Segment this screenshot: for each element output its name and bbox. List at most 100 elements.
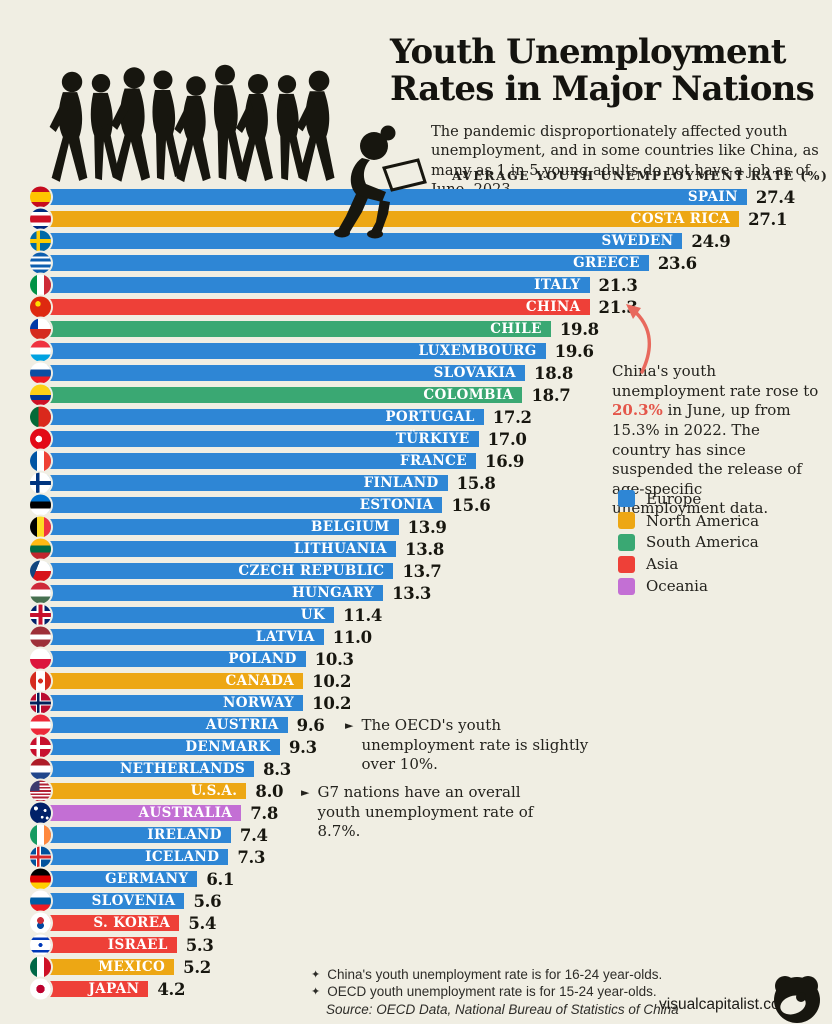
bar-value: 9.6 [296, 715, 325, 735]
china-flag-icon [30, 296, 51, 318]
bar-row-lithuania: LITHUANIA 13.8 [0, 538, 832, 560]
oecd-annotation: ► The OECD's youth unemployment rate is … [345, 716, 597, 775]
axis-title-row: AVERAGE YOUTH UNEMPLOYMENT RATE (%) [452, 168, 832, 183]
legend-item-asia: Asia [618, 553, 759, 575]
bar-latvia: LATVIA [40, 629, 324, 645]
star-bullet-icon: ✦ [311, 985, 321, 998]
legend: Europe North America South America Asia Ocea… [618, 488, 759, 597]
legend-swatch-icon [618, 555, 635, 573]
bar-value: 16.9 [485, 451, 525, 471]
bar-row-france: FRANCE 16.9 [0, 450, 832, 472]
germany-flag-icon [30, 868, 51, 890]
bar-value: 17.0 [487, 429, 527, 449]
bar-row-japan: JAPAN 4.2 [0, 978, 832, 1000]
iceland-flag-icon [30, 846, 51, 868]
footnote-china-text: China's youth unemployment rate is for 1… [327, 967, 663, 982]
bar-label: ISRAEL [107, 937, 168, 953]
bar-label: ICELAND [145, 849, 220, 865]
bar-row-u-s-a: U.S.A. 8.0 [0, 780, 832, 802]
legend-label: Oceania [646, 577, 708, 596]
footnote-oecd-text: OECD youth unemployment rate is for 15-2… [327, 984, 657, 999]
bar-row-germany: GERMANY 6.1 [0, 868, 832, 890]
title-line-2: Rates in Major Nations [390, 69, 815, 110]
bar-value: 6.1 [206, 869, 235, 889]
norway-flag-icon [30, 692, 51, 714]
footnote-oecd: ✦ OECD youth unemployment rate is for 15… [311, 983, 679, 1000]
bar-row-estonia: ESTONIA 15.6 [0, 494, 832, 516]
bar-czech-republic: CZECH REPUBLIC [40, 563, 394, 579]
bar-label: JAPAN [88, 981, 140, 997]
slovakia-flag-icon [30, 362, 51, 384]
bar-norway: NORWAY [40, 695, 304, 711]
poland-flag-icon [30, 648, 51, 670]
bar-estonia: ESTONIA [40, 497, 443, 513]
page-title: Youth Unemployment Rates in Major Nation… [390, 32, 815, 110]
czech-republic-flag-icon [30, 560, 51, 582]
bar-chart: SPAIN 27.4 COSTA RICA 27.1 SWEDEN 24.9 GREECE 2… [0, 186, 832, 1000]
estonia-flag-icon [30, 494, 51, 516]
bar-poland: POLAND [40, 651, 306, 667]
bar-value: 5.3 [185, 935, 214, 955]
bar-value: 19.6 [554, 341, 594, 361]
bar-france: FRANCE [40, 453, 477, 469]
s-korea-flag-icon [30, 912, 51, 934]
bar-label: COSTA RICA [630, 211, 731, 227]
bar-netherlands: NETHERLANDS [40, 761, 255, 777]
bar-label: AUSTRIA [205, 717, 279, 733]
china-annotation-text-2: in June, up from 15.3% in 2022. The coun… [612, 401, 802, 518]
bar-label: GERMANY [105, 871, 189, 887]
bar-japan: JAPAN [40, 981, 149, 997]
u-s-a-flag-icon [30, 780, 51, 802]
bar-label: U.S.A. [190, 783, 238, 799]
mexico-flag-icon [30, 956, 51, 978]
bar-value: 10.3 [314, 649, 354, 669]
bar-row-uk: UK 11.4 [0, 604, 832, 626]
bar-value: 27.4 [755, 187, 795, 207]
bar-label: NETHERLANDS [120, 761, 246, 777]
bar-row-italy: ITALY 21.3 [0, 274, 832, 296]
title-line-1: Youth Unemployment [390, 32, 787, 72]
bar-label: BELGIUM [311, 519, 390, 535]
bar-row-israel: ISRAEL 5.3 [0, 934, 832, 956]
bar-label: TÜRKIYE [395, 431, 470, 447]
bar-slovakia: SLOVAKIA [40, 365, 526, 381]
bar-label: POLAND [228, 651, 297, 667]
legend-item-south-america: South America [618, 532, 759, 554]
bar-row-sweden: SWEDEN 24.9 [0, 230, 832, 252]
chile-flag-icon [30, 318, 51, 340]
japan-flag-icon [30, 978, 51, 1000]
bar-label: CANADA [225, 673, 295, 689]
bar-costa-rica: COSTA RICA [40, 211, 740, 227]
bar-value: 18.7 [531, 385, 571, 405]
bar-luxembourg: LUXEMBOURG [40, 343, 546, 359]
bar-value: 7.4 [239, 825, 268, 845]
bar-iceland: ICELAND [40, 849, 229, 865]
bar-value: 19.8 [559, 319, 599, 339]
legend-swatch-icon [618, 512, 635, 530]
bar-canada: CANADA [40, 673, 304, 689]
ireland-flag-icon [30, 824, 51, 846]
bar-germany: GERMANY [40, 871, 198, 887]
bar-row-mexico: MEXICO 5.2 [0, 956, 832, 978]
bar-row-norway: NORWAY 10.2 [0, 692, 832, 714]
footnote-china: ✦ China's youth unemployment rate is for… [311, 966, 679, 983]
bar-ireland: IRELAND [40, 827, 231, 843]
slovenia-flag-icon [30, 890, 51, 912]
bar-row-latvia: LATVIA 11.0 [0, 626, 832, 648]
bar-value: 5.6 [193, 891, 222, 911]
star-bullet-icon: ✦ [311, 968, 321, 981]
t-rkiye-flag-icon [30, 428, 51, 450]
bar-value: 13.7 [402, 561, 442, 581]
triangle-bullet-icon: ► [345, 719, 354, 732]
bar-label: COLOMBIA [423, 387, 514, 403]
bar-label: CZECH REPUBLIC [238, 563, 385, 579]
bar-label: CHILE [490, 321, 542, 337]
bar-value: 17.2 [492, 407, 532, 427]
bar-value: 15.6 [451, 495, 491, 515]
bar-row-denmark: DENMARK 9.3 [0, 736, 832, 758]
denmark-flag-icon [30, 736, 51, 758]
bar-row-netherlands: NETHERLANDS 8.3 [0, 758, 832, 780]
bar-label: SPAIN [687, 189, 738, 205]
bar-label: SLOVENIA [91, 893, 176, 909]
